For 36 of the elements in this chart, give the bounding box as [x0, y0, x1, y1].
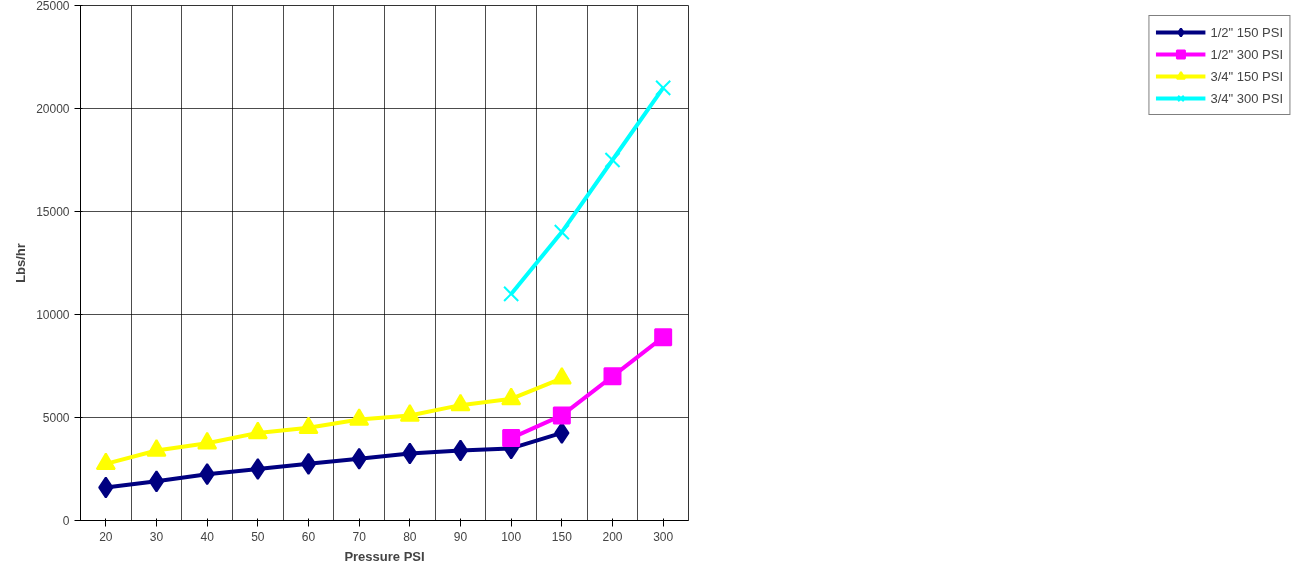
x-tick-label: 50	[251, 529, 265, 544]
point	[502, 429, 521, 448]
x-tick-label: 30	[149, 529, 164, 544]
legend-label: 3/4" 150 PSI	[1210, 68, 1283, 84]
point	[250, 458, 266, 480]
y-tick-label: 0	[62, 514, 70, 528]
y-tick-label: 5000	[42, 411, 70, 425]
x-tick-label: 150	[551, 529, 573, 544]
point	[148, 470, 165, 493]
x-tick-label: 100	[501, 529, 522, 544]
point	[654, 328, 673, 347]
x-axis-title: Pressure PSI	[344, 548, 425, 564]
x-tick-label: 60	[301, 529, 316, 544]
point	[503, 285, 520, 302]
point	[552, 406, 571, 425]
point	[604, 151, 621, 169]
y-tick-label: 20000	[36, 102, 70, 116]
y-tick-label: 15000	[36, 205, 70, 219]
y-tick-label: 25000	[36, 0, 70, 13]
x-tick-label: 200	[602, 529, 623, 544]
x-tick-label: 90	[453, 529, 468, 544]
point	[655, 79, 672, 96]
point	[603, 367, 622, 386]
legend-label: 3/4" 300 PSI	[1210, 90, 1283, 106]
point	[452, 439, 469, 462]
x-tick-label: 70	[352, 529, 367, 544]
point	[300, 452, 317, 475]
legend-label: 1/2" 150 PSI	[1210, 24, 1283, 40]
y-axis-title: Lbs/hr	[13, 243, 29, 283]
x-tick-label: 20	[99, 529, 113, 544]
x-tick-label: 300	[653, 529, 674, 544]
y-tick-label: 10000	[36, 308, 70, 322]
point	[553, 224, 570, 241]
x-tick-label: 40	[200, 529, 215, 544]
x-tick-label: 80	[403, 529, 417, 544]
legend-label: 1/2" 300 PSI	[1210, 46, 1283, 62]
